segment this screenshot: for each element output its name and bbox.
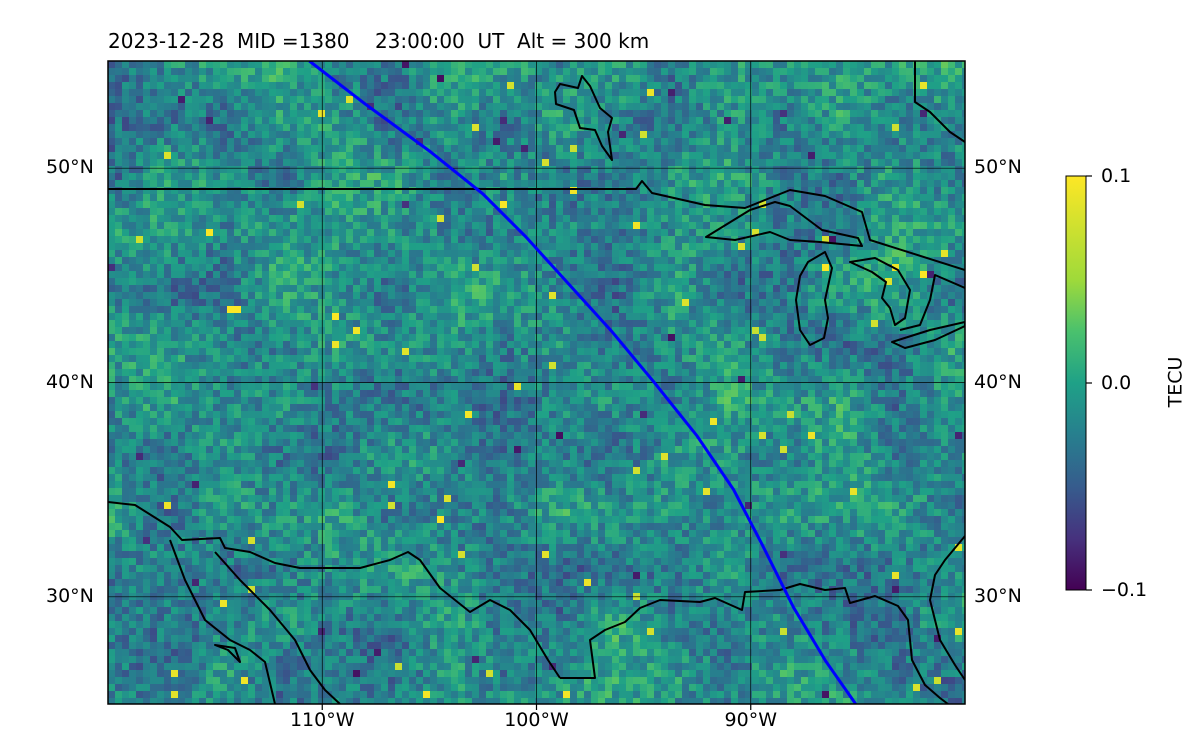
lake-superior — [705, 201, 863, 247]
colorbar — [1065, 175, 1087, 591]
coastlines-borders — [108, 61, 965, 704]
lake-michigan — [795, 251, 833, 346]
colorbar-tick-label: −0.1 — [1101, 579, 1148, 601]
mexico-west-coast — [214, 551, 341, 704]
colorbar-tick-label: 0.0 — [1101, 372, 1132, 394]
baja-coast — [169, 539, 276, 704]
michigan-east — [899, 274, 965, 331]
colorbar-tick-label: 0.1 — [1101, 165, 1132, 187]
lat-tick-label-left: 30°N — [46, 584, 94, 607]
hudson-bay-coast — [554, 75, 613, 161]
baja-tip — [214, 644, 241, 663]
florida-coast — [929, 535, 965, 681]
lake-huron — [849, 257, 911, 326]
lon-tick-label: 100°W — [504, 709, 569, 731]
axis-ticks — [321, 704, 752, 710]
northern-coast — [914, 61, 965, 143]
lat-tick-label-left: 40°N — [46, 370, 94, 393]
us-mexico-border — [108, 501, 561, 679]
gulf-coast — [560, 583, 949, 704]
colorbar-ticks — [1086, 175, 1092, 591]
lat-tick-label-right: 40°N — [974, 370, 1022, 393]
lon-tick-label: 90°W — [724, 709, 777, 731]
us-canada-border — [108, 180, 965, 271]
tec-heatmap — [108, 61, 965, 704]
satellite-track — [308, 61, 857, 704]
lat-tick-label-left: 50°N — [46, 156, 94, 179]
lat-tick-label-right: 50°N — [974, 156, 1022, 179]
lat-tick-label-right: 30°N — [974, 584, 1022, 607]
graticule — [108, 61, 965, 704]
lake-erie — [891, 321, 965, 349]
colorbar-label: TECU — [1164, 356, 1187, 408]
lon-tick-label: 110°W — [289, 709, 355, 731]
map-title: 2023-12-28 MID =1380 23:00:00 UT Alt = 3… — [108, 29, 650, 53]
